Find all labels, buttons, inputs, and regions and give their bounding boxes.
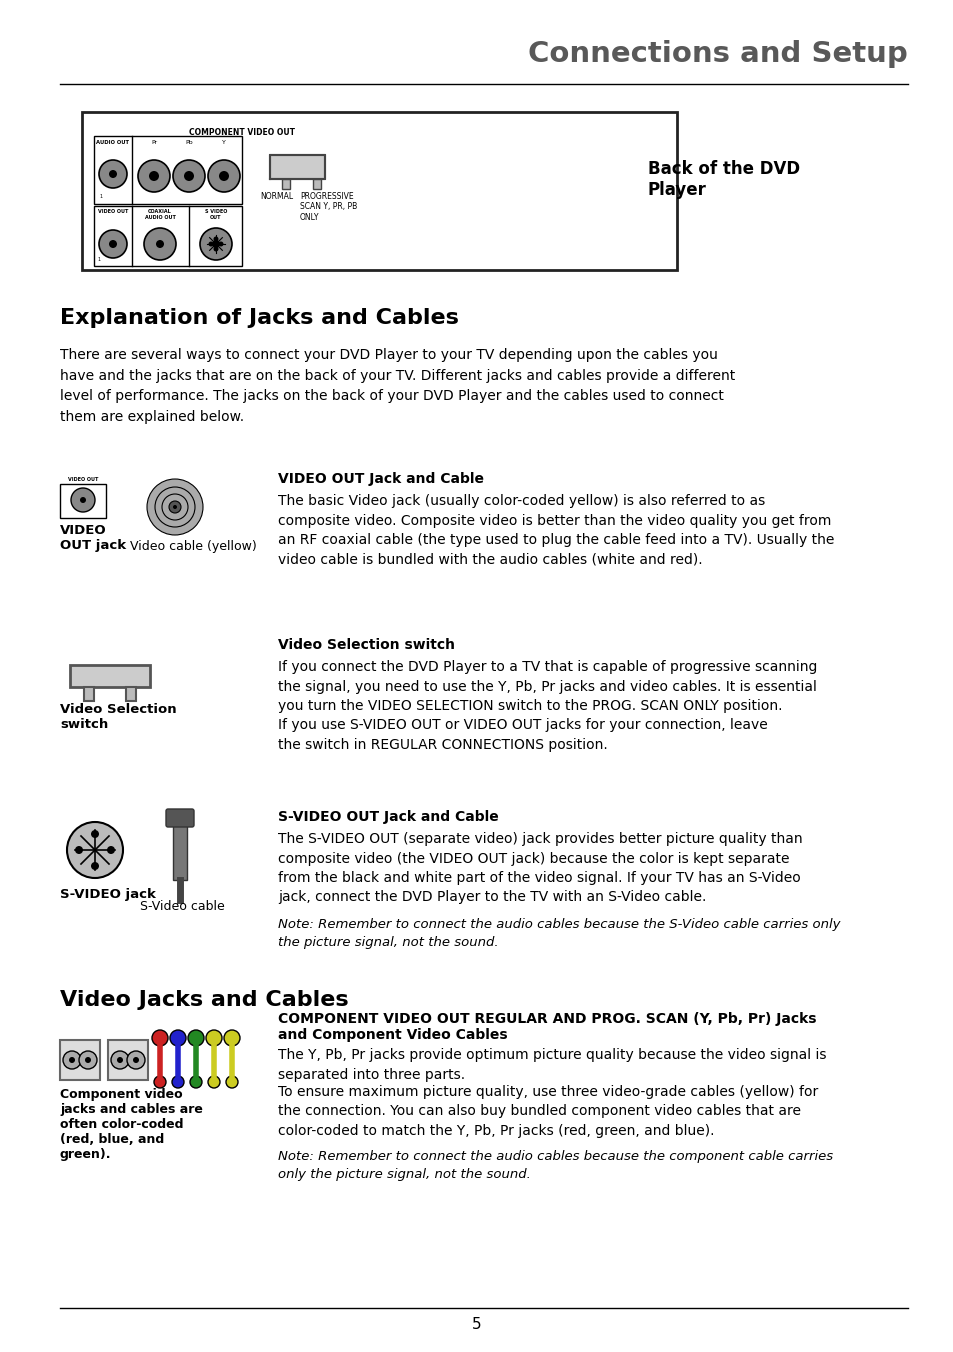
Circle shape xyxy=(75,846,83,854)
Text: Video Selection
switch: Video Selection switch xyxy=(60,703,176,731)
Circle shape xyxy=(117,1057,123,1063)
Circle shape xyxy=(212,241,220,247)
Bar xyxy=(60,484,106,518)
Circle shape xyxy=(156,241,164,247)
Circle shape xyxy=(152,1030,168,1046)
Circle shape xyxy=(170,1030,186,1046)
Circle shape xyxy=(200,228,232,260)
Circle shape xyxy=(154,487,194,527)
Circle shape xyxy=(80,498,86,503)
Circle shape xyxy=(67,822,123,877)
Circle shape xyxy=(172,160,205,192)
Circle shape xyxy=(213,237,218,242)
Text: S-VIDEO OUT Jack and Cable: S-VIDEO OUT Jack and Cable xyxy=(277,810,498,823)
Text: Video Jacks and Cables: Video Jacks and Cables xyxy=(60,990,348,1010)
Bar xyxy=(172,825,187,880)
Circle shape xyxy=(188,1030,204,1046)
Bar xyxy=(94,137,242,204)
Circle shape xyxy=(172,1076,184,1088)
Text: The Y, Pb, Pr jacks provide optimum picture quality because the video signal is
: The Y, Pb, Pr jacks provide optimum pict… xyxy=(277,1048,825,1082)
Text: 1: 1 xyxy=(99,193,102,199)
Text: Note: Remember to connect the audio cables because the S-Video cable carries onl: Note: Remember to connect the audio cabl… xyxy=(277,918,840,949)
Text: Video cable (yellow): Video cable (yellow) xyxy=(130,539,256,553)
Text: COMPONENT VIDEO OUT: COMPONENT VIDEO OUT xyxy=(189,128,294,137)
Text: NORMAL: NORMAL xyxy=(260,192,293,201)
Bar xyxy=(282,178,290,189)
Text: Component video
jacks and cables are
often color-coded
(red, blue, and
green).: Component video jacks and cables are oft… xyxy=(60,1088,203,1161)
Circle shape xyxy=(138,160,170,192)
Circle shape xyxy=(99,230,127,258)
Circle shape xyxy=(208,1076,220,1088)
Text: Pb: Pb xyxy=(185,141,193,145)
Circle shape xyxy=(79,1051,97,1069)
Text: VIDEO OUT: VIDEO OUT xyxy=(68,477,98,483)
Text: Y: Y xyxy=(222,141,226,145)
Circle shape xyxy=(147,479,203,535)
Text: Note: Remember to connect the audio cables because the component cable carries
o: Note: Remember to connect the audio cabl… xyxy=(277,1151,832,1182)
Circle shape xyxy=(91,830,99,838)
Text: PROGRESSIVE
SCAN Y, PR, PB
ONLY: PROGRESSIVE SCAN Y, PR, PB ONLY xyxy=(299,192,356,222)
Circle shape xyxy=(132,1057,139,1063)
FancyBboxPatch shape xyxy=(166,808,193,827)
Circle shape xyxy=(127,1051,145,1069)
Circle shape xyxy=(169,502,181,512)
Circle shape xyxy=(190,1076,202,1088)
Bar xyxy=(108,1040,148,1080)
Text: The S-VIDEO OUT (separate video) jack provides better picture quality than
compo: The S-VIDEO OUT (separate video) jack pr… xyxy=(277,831,801,904)
Circle shape xyxy=(208,160,240,192)
Text: S-VIDEO jack: S-VIDEO jack xyxy=(60,888,155,900)
Text: S VIDEO
OUT: S VIDEO OUT xyxy=(205,210,227,220)
Circle shape xyxy=(107,846,115,854)
Circle shape xyxy=(91,863,99,869)
Circle shape xyxy=(111,1051,129,1069)
Circle shape xyxy=(219,170,229,181)
Circle shape xyxy=(71,488,95,512)
Circle shape xyxy=(69,1057,75,1063)
Text: AUDIO OUT: AUDIO OUT xyxy=(96,141,130,145)
Circle shape xyxy=(184,170,193,181)
Text: VIDEO OUT Jack and Cable: VIDEO OUT Jack and Cable xyxy=(277,472,483,485)
Bar xyxy=(70,665,150,687)
Text: and Component Video Cables: and Component Video Cables xyxy=(277,1028,507,1042)
Circle shape xyxy=(224,1030,240,1046)
Text: Video Selection switch: Video Selection switch xyxy=(277,638,455,652)
Text: COAXIAL
AUDIO OUT: COAXIAL AUDIO OUT xyxy=(145,210,175,220)
Polygon shape xyxy=(270,155,325,178)
Circle shape xyxy=(149,170,159,181)
Bar xyxy=(60,1040,100,1080)
Text: Back of the DVD
Player: Back of the DVD Player xyxy=(647,160,800,199)
Text: There are several ways to connect your DVD Player to your TV depending upon the : There are several ways to connect your D… xyxy=(60,347,735,423)
Circle shape xyxy=(153,1076,166,1088)
Bar xyxy=(82,112,677,270)
Text: COMPONENT VIDEO OUT REGULAR AND PROG. SCAN (Y, Pb, Pr) Jacks: COMPONENT VIDEO OUT REGULAR AND PROG. SC… xyxy=(277,1013,816,1026)
Circle shape xyxy=(63,1051,81,1069)
Circle shape xyxy=(218,242,223,246)
Circle shape xyxy=(109,170,117,178)
Circle shape xyxy=(144,228,175,260)
Circle shape xyxy=(172,506,177,508)
Text: S-Video cable: S-Video cable xyxy=(140,900,225,913)
Circle shape xyxy=(209,242,213,246)
Bar xyxy=(84,687,94,700)
Circle shape xyxy=(99,160,127,188)
Text: If you connect the DVD Player to a TV that is capable of progressive scanning
th: If you connect the DVD Player to a TV th… xyxy=(277,660,817,752)
Text: 1: 1 xyxy=(97,257,100,262)
Text: VIDEO OUT: VIDEO OUT xyxy=(98,210,128,214)
Text: 5: 5 xyxy=(472,1317,481,1332)
Circle shape xyxy=(85,1057,91,1063)
Circle shape xyxy=(226,1076,237,1088)
Text: VIDEO
OUT jack: VIDEO OUT jack xyxy=(60,525,126,552)
Text: Pr: Pr xyxy=(151,141,157,145)
Circle shape xyxy=(162,493,188,521)
Bar xyxy=(94,206,242,266)
Circle shape xyxy=(109,241,117,247)
Text: Connections and Setup: Connections and Setup xyxy=(528,41,907,68)
Circle shape xyxy=(206,1030,222,1046)
Bar xyxy=(313,178,320,189)
Text: Explanation of Jacks and Cables: Explanation of Jacks and Cables xyxy=(60,308,458,329)
Bar xyxy=(126,687,136,700)
Text: To ensure maximum picture quality, use three video-grade cables (yellow) for
the: To ensure maximum picture quality, use t… xyxy=(277,1086,818,1138)
Text: The basic Video jack (usually color-coded yellow) is also referred to as
composi: The basic Video jack (usually color-code… xyxy=(277,493,834,566)
Circle shape xyxy=(213,246,218,251)
